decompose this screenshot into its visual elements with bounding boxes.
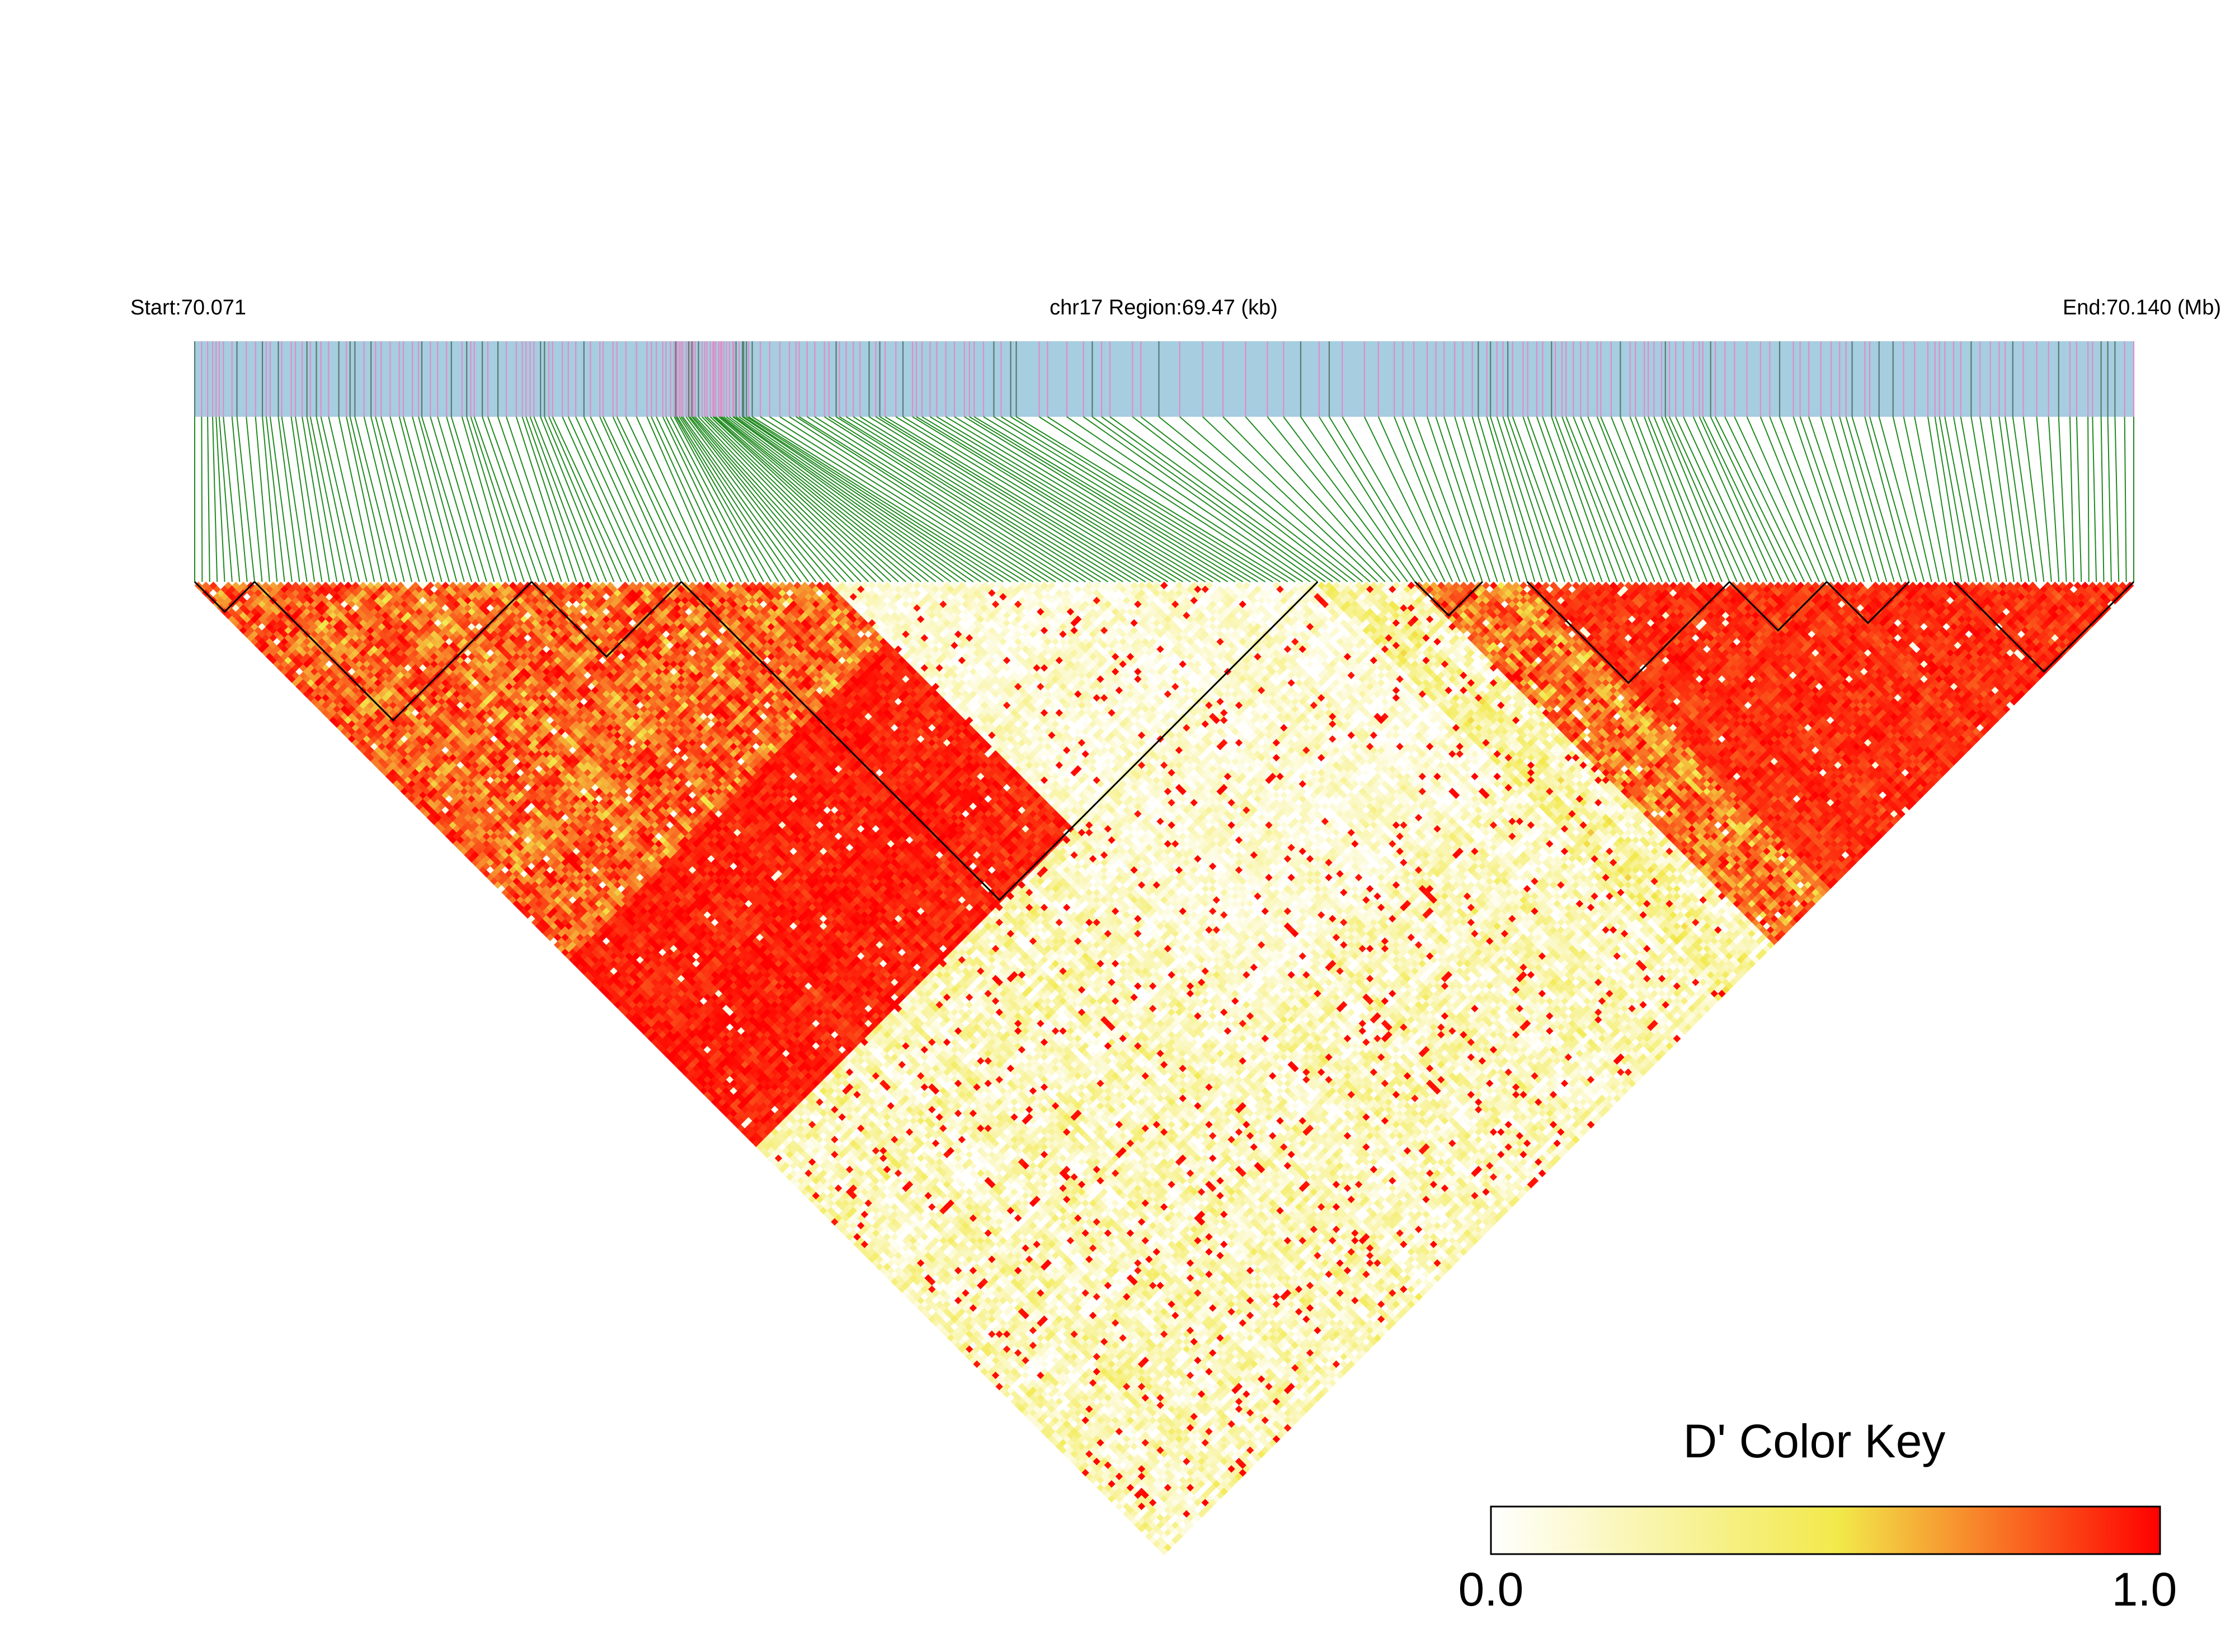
- snp-connector: [321, 417, 360, 582]
- snp-connector: [2088, 417, 2089, 582]
- snp-connector: [2115, 417, 2119, 582]
- snp-connector: [1580, 417, 1647, 582]
- snp-connector: [1711, 417, 1790, 582]
- variant-track-background: [195, 341, 2134, 417]
- snp-connector: [576, 417, 651, 582]
- region-header: Start:70.071 chr17 Region:69.47 (kb) End…: [130, 296, 2221, 319]
- snp-connector: [488, 417, 547, 582]
- snp-connector: [2092, 417, 2096, 582]
- snp-connector: [1039, 417, 1295, 582]
- snp-connector: [1893, 417, 1932, 582]
- snp-connector: [2108, 417, 2111, 582]
- snp-connector: [418, 417, 464, 582]
- snp-connector: [2049, 417, 2059, 582]
- snp-connector: [1914, 417, 1946, 582]
- snp-connector: [1566, 417, 1632, 582]
- snp-connector: [451, 417, 502, 582]
- snp-connector: [430, 417, 479, 582]
- snp-connector: [2101, 417, 2104, 582]
- snp-connector: [912, 417, 1183, 582]
- snp-connector: [2125, 417, 2126, 582]
- snp-connector: [2077, 417, 2081, 582]
- snp-connector: [422, 417, 472, 582]
- snp-connector: [730, 417, 951, 582]
- snp-connector: [1654, 417, 1722, 582]
- snp-connector: [1047, 417, 1302, 582]
- variant-track: [195, 341, 2134, 417]
- snp-connector: [2059, 417, 2067, 582]
- snp-connector: [534, 417, 599, 582]
- end-position-label: End:70.140 (Mb): [2063, 296, 2221, 319]
- snp-connector: [1935, 417, 1962, 582]
- snp-connector: [1676, 417, 1752, 582]
- snp-connector: [1067, 417, 1310, 582]
- snp-connector: [1780, 417, 1842, 582]
- snp-connector: [1904, 417, 1939, 582]
- snp-connector: [498, 417, 554, 582]
- snp-connector: [1879, 417, 1925, 582]
- snp-connector: [2070, 417, 2074, 582]
- snp-connector: [1683, 417, 1759, 582]
- snp-connector: [208, 417, 210, 582]
- start-position-label: Start:70.071: [130, 296, 246, 319]
- snp-connector: [964, 417, 1235, 582]
- snp-connector: [789, 417, 1048, 582]
- snp-connector: [506, 417, 562, 582]
- snp-connector: [474, 417, 532, 582]
- snp-connector: [553, 417, 629, 582]
- snp-connector: [446, 417, 494, 582]
- snp-connector: [246, 417, 262, 582]
- snp-connector: [412, 417, 457, 582]
- snp-connector-lines: [195, 417, 2134, 582]
- snp-connector: [256, 417, 270, 582]
- snp-connector: [381, 417, 427, 582]
- snp-connector: [346, 417, 382, 582]
- snp-connector: [2005, 417, 2029, 582]
- snp-connector: [603, 417, 681, 582]
- snp-connector: [467, 417, 516, 582]
- snp-connector: [613, 417, 689, 582]
- snp-connector: [742, 417, 988, 582]
- snp-connector: [216, 417, 224, 582]
- snp-connector: [1551, 417, 1610, 582]
- snp-connector: [1669, 417, 1744, 582]
- snp-connector: [339, 417, 375, 582]
- snp-connector: [1662, 417, 1729, 582]
- snp-connector: [1940, 417, 1969, 582]
- snp-connector: [2024, 417, 2044, 582]
- snp-connector: [1301, 417, 1415, 582]
- region-length-label: chr17 Region:69.47 (kb): [1050, 296, 1278, 319]
- snp-connector: [1961, 417, 1992, 582]
- snp-connector: [213, 417, 217, 582]
- snp-connector: [2013, 417, 2036, 582]
- snp-connector: [1734, 417, 1811, 582]
- snp-connector: [295, 417, 322, 582]
- snp-connector: [1971, 417, 1999, 582]
- snp-connector: [1630, 417, 1692, 582]
- snp-connector: [403, 417, 449, 582]
- snp-connector: [1601, 417, 1669, 582]
- snp-connector: [1478, 417, 1527, 582]
- ld-heatmap-cells: [195, 582, 2134, 1555]
- snp-connector: [462, 417, 509, 582]
- snp-connector: [201, 417, 202, 582]
- snp-connector: [1954, 417, 1984, 582]
- snp-connector: [2037, 417, 2052, 582]
